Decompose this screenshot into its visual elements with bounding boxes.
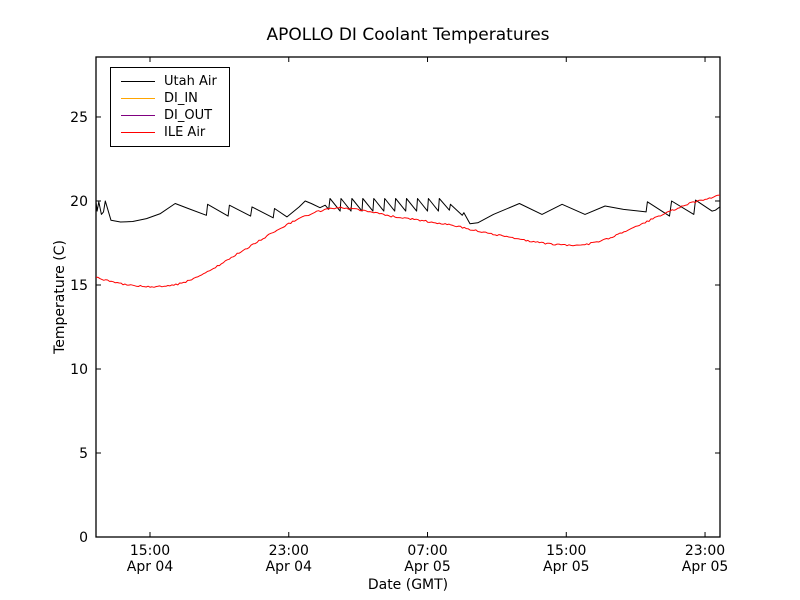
- legend-line-swatch: [121, 115, 155, 116]
- x-tick-label-date: Apr 05: [543, 559, 589, 575]
- series-lines: [95, 194, 721, 288]
- x-tick-label-time: 15:00: [546, 543, 586, 559]
- legend-item: DI_IN: [121, 90, 217, 107]
- series-line-utah-air: [95, 198, 721, 225]
- plot-frame: [95, 56, 721, 538]
- legend-line-swatch: [121, 98, 155, 99]
- legend-line-swatch: [121, 132, 155, 133]
- legend-label: Utah Air: [164, 74, 217, 89]
- y-tick-label: 10: [70, 362, 88, 378]
- y-tick-label: 20: [70, 194, 88, 210]
- legend-label: ILE Air: [164, 125, 206, 140]
- y-tick-label: 0: [79, 530, 88, 546]
- y-axis-label: Temperature (C): [52, 240, 68, 355]
- x-tick-label-time: 23:00: [269, 543, 309, 559]
- x-tick-label-date: Apr 05: [404, 559, 450, 575]
- x-tick-label-date: Apr 05: [682, 559, 728, 575]
- legend: Utah Air DI_IN DI_OUT ILE Air: [110, 67, 230, 147]
- x-tick-label-time: 07:00: [407, 543, 447, 559]
- legend-label: DI_IN: [164, 91, 198, 106]
- axes-spines: [95, 56, 721, 538]
- x-tick-label-time: 15:00: [130, 543, 170, 559]
- y-tick-label: 5: [79, 446, 88, 462]
- x-tick-label-date: Apr 04: [266, 559, 313, 575]
- axis-ticks: [96, 57, 720, 538]
- chart-title: APOLLO DI Coolant Temperatures: [266, 25, 549, 45]
- legend-item: Utah Air: [121, 73, 217, 90]
- legend-item: ILE Air: [121, 124, 217, 141]
- y-tick-label: 25: [70, 110, 88, 126]
- series-line-ile-air: [96, 194, 720, 288]
- x-tick-label-date: Apr 04: [127, 559, 174, 575]
- legend-item: DI_OUT: [121, 107, 217, 124]
- legend-line-swatch: [121, 81, 155, 82]
- y-tick-label: 15: [70, 278, 88, 294]
- legend-label: DI_OUT: [164, 108, 213, 123]
- x-axis-label: Date (GMT): [368, 577, 448, 593]
- x-tick-label-time: 23:00: [685, 543, 725, 559]
